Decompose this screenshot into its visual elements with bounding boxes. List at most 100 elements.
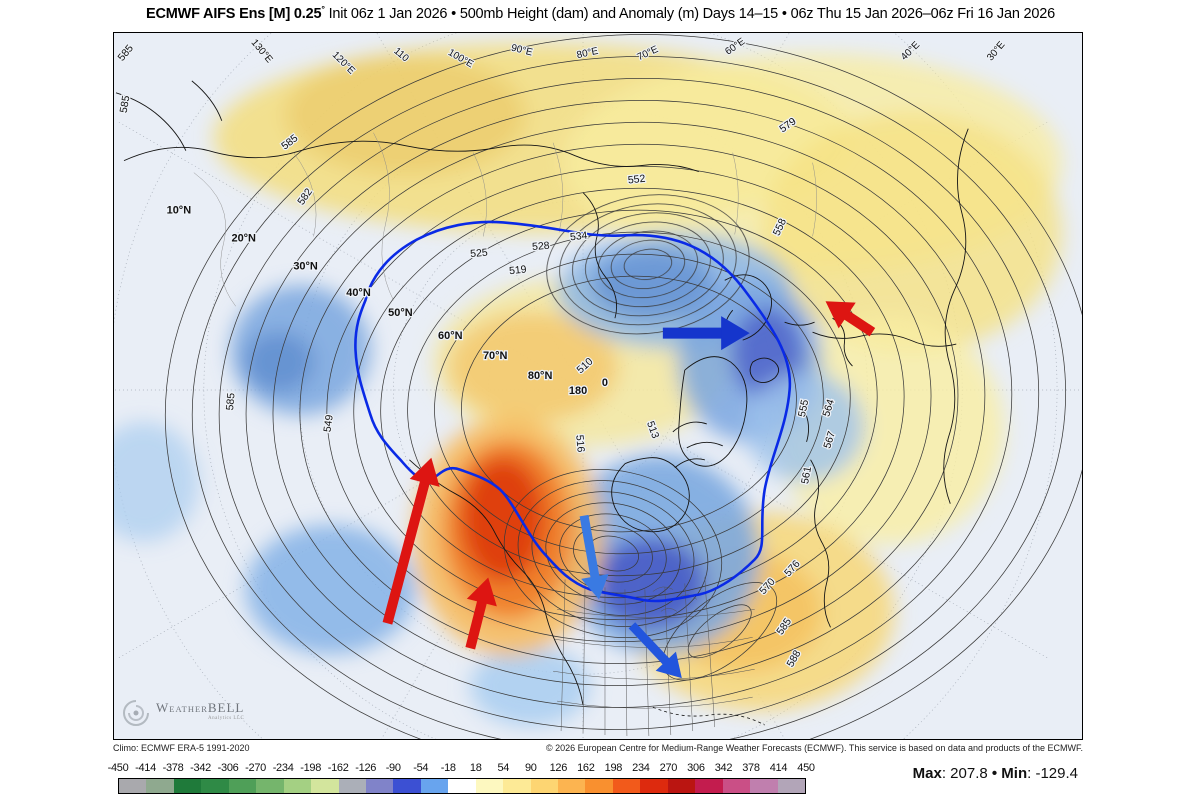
colorbar-tick: 306 xyxy=(687,762,705,774)
colorbar-tick: 378 xyxy=(742,762,760,774)
colorbar: -450 -414 -378 -342 -306 -270 -234 -198 -162 -126… xyxy=(108,762,815,794)
contour-label: 528 xyxy=(532,241,551,253)
colorbar-tick: -126 xyxy=(355,762,377,774)
colorbar-tick: 234 xyxy=(632,762,650,774)
contour-label: 585 xyxy=(119,95,133,114)
anomaly-blob xyxy=(470,646,591,727)
colorbar-segment xyxy=(667,779,696,793)
colorbar-tick: -414 xyxy=(135,762,156,774)
colorbar-tick: -198 xyxy=(300,762,322,774)
longitude-label: 40°E xyxy=(899,39,922,62)
anomaly-blob xyxy=(448,312,618,422)
anomaly-blob xyxy=(114,421,199,542)
climo-note: Climo: ECMWF ERA-5 1991-2020 xyxy=(113,743,250,753)
latitude-label: 70°N xyxy=(483,350,508,362)
colorbar-tick: -342 xyxy=(190,762,211,774)
colorbar-ticks: -450 -414 -378 -342 -306 -270 -234 -198 -162 -126… xyxy=(108,762,815,776)
anomaly-blob xyxy=(744,372,865,482)
anomaly-blob xyxy=(762,112,1063,353)
anomaly-shading xyxy=(114,42,1063,727)
colorbar-tick: -450 xyxy=(107,762,129,774)
contour-label: 555 xyxy=(797,399,811,419)
arrow-head xyxy=(825,301,856,329)
colorbar-segment xyxy=(228,779,257,793)
colorbar-segment xyxy=(750,779,778,793)
colorbar-segment xyxy=(420,779,449,793)
weatherbell-logo: WEATHERBELL Analytics LLC xyxy=(118,695,244,731)
map-canvas: 5855855855825495855525285255195345105165… xyxy=(114,33,1082,739)
contour-label: 585 xyxy=(225,392,238,411)
arrow-shaft xyxy=(840,308,876,337)
colorbar-segment xyxy=(338,779,366,793)
highlight-contour xyxy=(354,220,792,603)
colorbar-segment xyxy=(612,779,641,793)
colorbar-tick: 198 xyxy=(604,762,623,774)
maxmin-stats: Max: 207.8 • Min: -129.4 xyxy=(913,765,1078,782)
arrow-head xyxy=(466,577,497,607)
logo-eather: EATHER xyxy=(169,703,208,714)
anomaly-blob xyxy=(594,537,706,630)
colorbar-segment xyxy=(283,779,312,793)
pole-label: 0 xyxy=(602,377,608,389)
arrow-head xyxy=(655,651,682,679)
colorbar-tick: 450 xyxy=(797,762,815,774)
logo-sub: Analytics LLC xyxy=(208,715,245,721)
degree-symbol: ° xyxy=(321,4,325,14)
contour-label: 525 xyxy=(470,248,489,260)
colorbar-tick: -270 xyxy=(245,762,267,774)
latitude-label: 80°N xyxy=(528,370,553,382)
colorbar-segment xyxy=(640,779,668,793)
colorbar-tick: 414 xyxy=(769,762,788,774)
colorbar-segment xyxy=(530,779,558,793)
model-name: ECMWF AIFS Ens [M] 0.25 xyxy=(146,5,322,22)
colorbar-segment xyxy=(722,779,751,793)
latitude-label: 30°N xyxy=(293,260,318,272)
contour-label: 519 xyxy=(509,264,528,277)
colorbar-tick: -18 xyxy=(440,762,456,774)
arrow-shaft xyxy=(382,476,431,625)
colorbar-segment xyxy=(475,779,504,793)
colorbar-segment xyxy=(119,779,147,793)
colorbar-segment xyxy=(173,779,202,793)
weather-map: 585 585 585 582 549 585 552 528 525 519 534 510 516 5… xyxy=(113,32,1083,740)
arrow-shaft xyxy=(628,622,673,668)
longitude-label: 30°E xyxy=(985,39,1008,63)
title-details: Init 06z 1 Jan 2026 • 500mb Height (dam)… xyxy=(324,5,1056,22)
colorbar-tick: -90 xyxy=(385,762,401,774)
colorbar-tick: 126 xyxy=(549,762,568,774)
contour-label: 585 xyxy=(116,43,136,64)
colorbar-tick: 54 xyxy=(497,762,510,774)
colorbar-segment xyxy=(503,779,531,793)
arrow-head xyxy=(721,316,750,351)
min-label: Min xyxy=(1001,765,1028,782)
contour-label: 552 xyxy=(627,174,646,187)
colorbar-tick: -54 xyxy=(413,762,429,774)
colorbar-tick: 270 xyxy=(659,762,678,774)
flow-arrows xyxy=(382,301,876,679)
colorbar-segment xyxy=(256,779,284,793)
colorbar-segment xyxy=(448,779,476,793)
colorbar-scale xyxy=(118,778,806,794)
logo-bell: BELL xyxy=(207,699,245,715)
arrow-shaft xyxy=(579,514,601,582)
contour-label: 549 xyxy=(322,414,335,433)
latitude-label: 60°N xyxy=(438,330,463,342)
max-label: Max xyxy=(912,765,942,782)
colorbar-segment xyxy=(558,779,586,793)
longitude-label: 130°E xyxy=(249,37,275,65)
page-title: ECMWF AIFS Ens [M] 0.25° Init 06z 1 Jan … xyxy=(0,4,1201,22)
arrow-head xyxy=(409,457,440,487)
credits-row: Climo: ECMWF ERA-5 1991-2020 © 2026 Euro… xyxy=(113,743,1083,753)
min-value: : -129.4 xyxy=(1027,765,1078,782)
colorbar-segment xyxy=(585,779,613,793)
max-value: : 207.8 xyxy=(941,765,988,782)
colorbar-tick: -162 xyxy=(327,762,349,774)
latitude-label: 40°N xyxy=(346,287,371,299)
colorbar-segment xyxy=(777,779,805,793)
anomaly-blob xyxy=(461,457,546,582)
stats-bullet: • xyxy=(987,765,1002,782)
pole-label: 180 xyxy=(569,385,587,397)
latitude-label: 20°N xyxy=(231,232,256,244)
contour-label: 561 xyxy=(800,466,814,485)
contour-label: 516 xyxy=(573,434,586,453)
